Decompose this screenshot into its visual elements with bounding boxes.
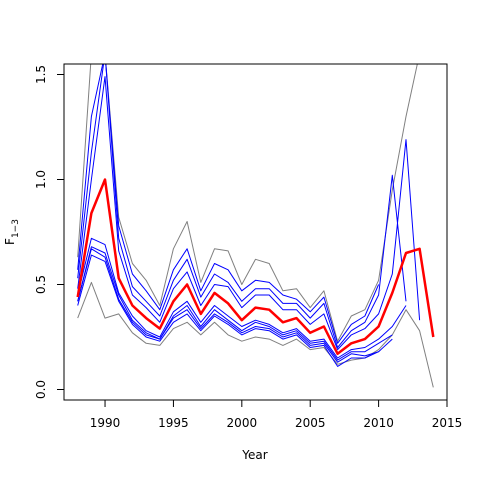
x-tick-label: 2015 [432, 416, 463, 430]
y-tick-label: 0.0 [34, 380, 48, 399]
plot-frame [63, 63, 448, 401]
x-tick-label: 2005 [295, 416, 326, 430]
x-tick-label: 2000 [227, 416, 258, 430]
y-axis-title-main: F [3, 238, 17, 245]
x-tick-label: 2010 [363, 416, 394, 430]
quantile-line-6 [77, 76, 421, 351]
y-tick-label: 1.0 [34, 170, 48, 189]
quantile-line-4 [77, 237, 407, 359]
quantile-line-1 [77, 254, 379, 367]
x-tick-label: 1990 [90, 416, 121, 430]
y-axis-title-subscript: 1−3 [11, 219, 21, 238]
svg-text:F1−3: F1−3 [3, 219, 21, 245]
quantile-line-7 [77, 64, 407, 348]
x-axis-title: Year [241, 448, 267, 462]
x-tick-label: 1995 [158, 416, 189, 430]
quantile-line-2 [77, 248, 393, 363]
bound-line-9 [77, 64, 418, 342]
quantile-line-8 [77, 64, 380, 344]
median-line-5 [76, 178, 435, 356]
y-axis-title: F1−3 [3, 219, 21, 245]
y-axis: 0.0 0.5 1.0 1.5 [34, 65, 65, 399]
y-tick-label: 1.5 [34, 65, 48, 84]
bound-line-0 [77, 281, 434, 388]
quantile-line-3 [77, 246, 393, 361]
x-axis: 1990 1995 2000 2005 2010 2015 [90, 399, 463, 430]
series-layer [76, 64, 435, 388]
y-tick-label: 0.5 [34, 275, 48, 294]
